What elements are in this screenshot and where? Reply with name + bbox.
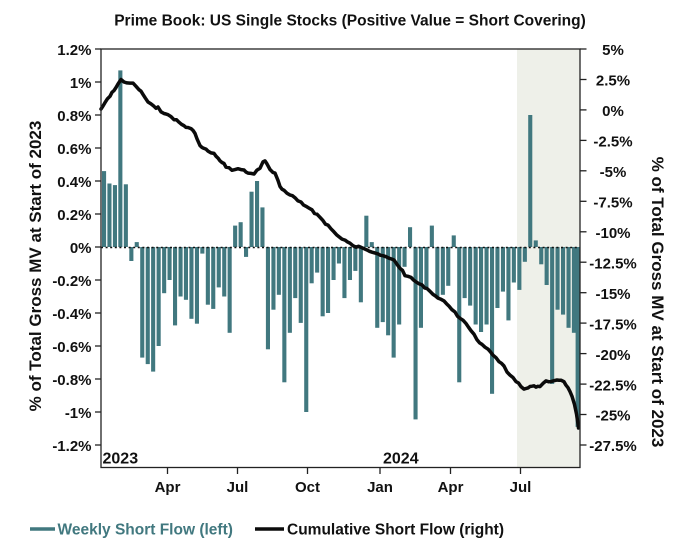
svg-text:Apr: Apr [438, 479, 464, 496]
svg-text:Jul: Jul [227, 479, 249, 496]
svg-text:1%: 1% [70, 75, 92, 92]
svg-text:Cumulative Short Flow (right): Cumulative Short Flow (right) [287, 522, 504, 539]
svg-text:-15%: -15% [595, 286, 630, 303]
svg-text:Oct: Oct [295, 479, 320, 496]
svg-text:-10%: -10% [595, 225, 630, 242]
svg-text:2.5%: 2.5% [596, 73, 630, 90]
svg-text:-5%: -5% [600, 164, 627, 181]
svg-text:1.2%: 1.2% [57, 42, 91, 59]
svg-text:% of Total Gross MV at Start o: % of Total Gross MV at Start of 2023 [26, 121, 45, 412]
svg-text:-0.6%: -0.6% [52, 339, 91, 356]
svg-text:Apr: Apr [155, 479, 181, 496]
svg-text:0.6%: 0.6% [57, 141, 91, 158]
svg-text:-22.5%: -22.5% [589, 377, 637, 394]
svg-text:-12.5%: -12.5% [589, 255, 637, 272]
svg-text:5%: 5% [602, 42, 624, 59]
svg-text:0%: 0% [70, 240, 92, 257]
svg-text:-7.5%: -7.5% [593, 195, 632, 212]
svg-text:-1.2%: -1.2% [52, 438, 91, 455]
svg-text:-0.8%: -0.8% [52, 372, 91, 389]
svg-text:Prime Book: US Single Stocks (: Prime Book: US Single Stocks (Positive V… [114, 13, 586, 30]
svg-text:Jul: Jul [510, 479, 532, 496]
svg-text:-0.4%: -0.4% [52, 306, 91, 323]
svg-text:Weekly Short Flow (left): Weekly Short Flow (left) [58, 522, 233, 539]
svg-text:2023: 2023 [103, 451, 139, 468]
svg-text:-17.5%: -17.5% [589, 316, 637, 333]
svg-text:2024: 2024 [383, 451, 419, 468]
svg-text:Jan: Jan [367, 479, 393, 496]
svg-text:% of Total Gross MV at Start o: % of Total Gross MV at Start of 2023 [648, 157, 667, 448]
svg-text:-2.5%: -2.5% [593, 134, 632, 151]
svg-text:-20%: -20% [595, 347, 630, 364]
svg-text:0.2%: 0.2% [57, 207, 91, 224]
svg-text:-27.5%: -27.5% [589, 438, 637, 455]
svg-text:0.8%: 0.8% [57, 108, 91, 125]
svg-text:0%: 0% [602, 103, 624, 120]
svg-text:-0.2%: -0.2% [52, 273, 91, 290]
svg-text:-25%: -25% [595, 408, 630, 425]
svg-text:0.4%: 0.4% [57, 174, 91, 191]
svg-text:-1%: -1% [65, 405, 92, 422]
